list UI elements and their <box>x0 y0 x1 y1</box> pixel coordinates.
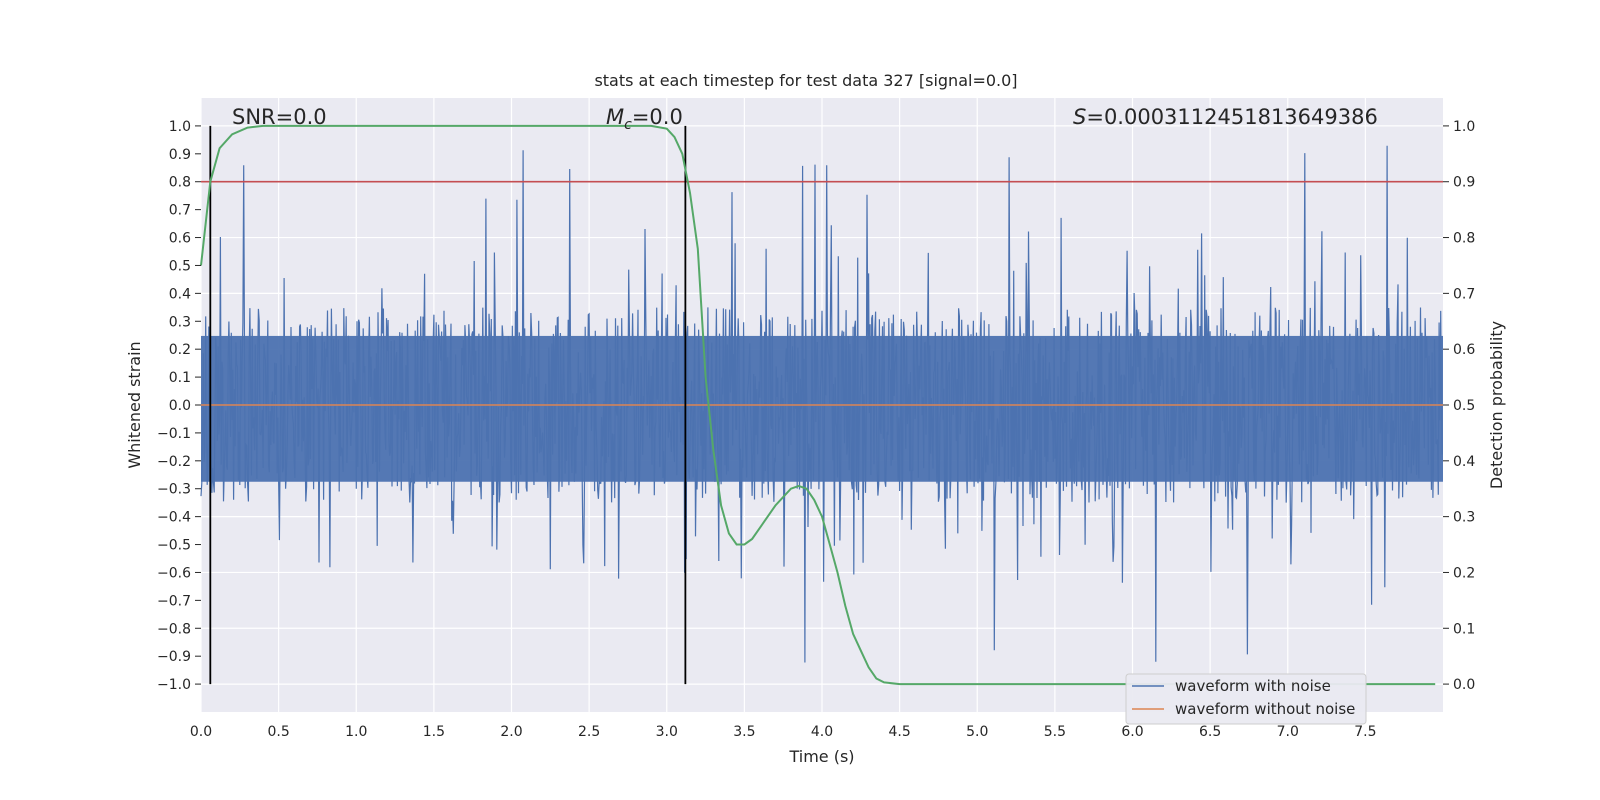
x-tick-label: 5.0 <box>966 724 988 740</box>
y-tick-label: −1.0 <box>157 677 191 693</box>
x-axis-ticks: 0.0 0.5 1.0 1.5 2.0 2.5 3.0 3.5 4.0 4.5 5.0 5.5 6.0 6… <box>190 724 1377 740</box>
y-tick-label: 0.9 <box>169 147 191 163</box>
y2-tick-label: 1.0 <box>1453 119 1475 135</box>
y-tick-label: 0.7 <box>169 203 191 219</box>
y-tick-label: 0.5 <box>169 258 191 274</box>
x-tick-label: 1.0 <box>345 724 367 740</box>
y-tick-label: −0.1 <box>157 426 191 442</box>
chirp-mass-symbol: M <box>606 105 624 129</box>
x-tick-label: 7.0 <box>1277 724 1299 740</box>
x-tick-label: 4.0 <box>811 724 833 740</box>
chirp-mass-annotation: Mc=0.0 <box>606 105 683 133</box>
y2-axis-ticks: 1.0 0.9 0.8 0.7 0.6 0.5 0.4 0.3 0.2 0.1 0.0 <box>1443 119 1475 693</box>
chirp-mass-subscript: c <box>624 117 632 133</box>
x-tick-label: 0.0 <box>190 724 212 740</box>
x-axis-label: Time (s) <box>788 747 854 766</box>
s-symbol: S <box>1073 105 1086 129</box>
y2-tick-label: 0.7 <box>1453 286 1475 302</box>
chart-title: stats at each timestep for test data 327… <box>594 71 1017 90</box>
y-tick-label: −0.9 <box>157 649 191 665</box>
legend: waveform with noise waveform without noi… <box>1125 673 1367 725</box>
y-tick-label: 0.2 <box>169 342 191 358</box>
y2-axis-label: Detection probability <box>1487 321 1506 489</box>
x-tick-label: 2.5 <box>578 724 600 740</box>
y2-tick-label: 0.3 <box>1453 510 1475 526</box>
y-tick-label: 1.0 <box>169 119 191 135</box>
waveform-with-noise-series <box>200 145 1443 663</box>
y-axis-ticks: 1.0 0.9 0.8 0.7 0.6 0.5 0.4 0.3 0.2 0.1 0.0 −0.1 −0.… <box>157 119 201 693</box>
y-tick-label: −0.3 <box>157 482 191 498</box>
y2-tick-label: 0.6 <box>1453 342 1475 358</box>
y-tick-label: 0.3 <box>169 314 191 330</box>
x-tick-label: 0.5 <box>267 724 289 740</box>
y-tick-label: −0.6 <box>157 565 191 581</box>
x-tick-label: 4.5 <box>888 724 910 740</box>
x-tick-label: 6.5 <box>1199 724 1221 740</box>
y-tick-label: 0.0 <box>169 398 191 414</box>
y-tick-label: −0.7 <box>157 593 191 609</box>
y-tick-label: −0.5 <box>157 538 191 554</box>
y2-tick-label: 0.0 <box>1453 677 1475 693</box>
s-value: =0.0003112451813649386 <box>1086 105 1378 129</box>
vertical-markers <box>209 125 687 685</box>
probability-line <box>200 124 1436 686</box>
x-tick-label: 2.0 <box>500 724 522 740</box>
y-tick-label: −0.8 <box>157 621 191 637</box>
x-tick-label: 3.0 <box>656 724 678 740</box>
legend-label-noise: waveform with noise <box>1175 677 1331 695</box>
detection-probability-series <box>200 124 1436 686</box>
y-axis-label: Whitened strain <box>125 341 144 468</box>
snr-annotation: SNR=0.0 <box>232 105 327 129</box>
y-tick-label: 0.4 <box>169 286 191 302</box>
y2-tick-label: 0.2 <box>1453 565 1475 581</box>
legend-label-clean: waveform without noise <box>1175 700 1355 718</box>
x-tick-label: 3.5 <box>733 724 755 740</box>
x-tick-label: 7.5 <box>1354 724 1376 740</box>
y-tick-label: 0.8 <box>169 175 191 191</box>
y2-tick-label: 0.8 <box>1453 231 1475 247</box>
x-tick-label: 5.5 <box>1044 724 1066 740</box>
legend-box <box>1125 673 1367 725</box>
y-tick-label: −0.2 <box>157 454 191 470</box>
y2-tick-label: 0.4 <box>1453 454 1475 470</box>
s-annotation: S=0.0003112451813649386 <box>1073 105 1378 129</box>
y-tick-label: 0.1 <box>169 370 191 386</box>
x-tick-label: 1.5 <box>423 724 445 740</box>
x-tick-label: 6.0 <box>1121 724 1143 740</box>
y2-tick-label: 0.5 <box>1453 398 1475 414</box>
y-tick-label: 0.6 <box>169 231 191 247</box>
y-tick-label: −0.4 <box>157 510 191 526</box>
chirp-mass-value: =0.0 <box>632 105 683 129</box>
noise-band <box>201 335 1443 482</box>
y2-tick-label: 0.9 <box>1453 175 1475 191</box>
y2-tick-label: 0.1 <box>1453 621 1475 637</box>
